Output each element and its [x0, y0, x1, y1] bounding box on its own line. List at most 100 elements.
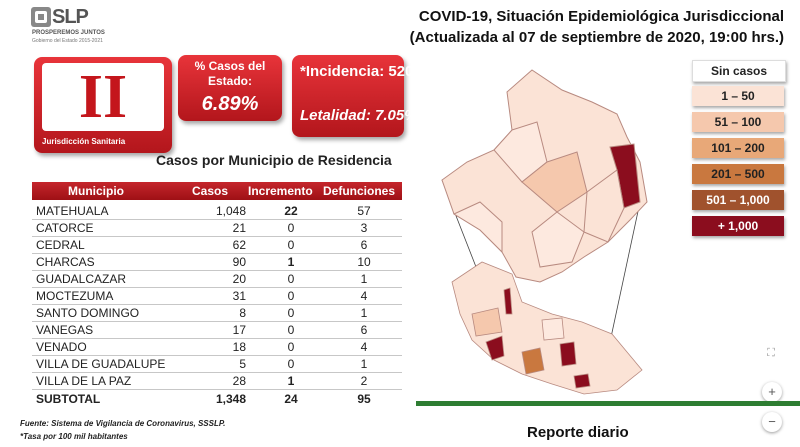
subtotal-row: SUBTOTAL 1,348 24 95 — [32, 392, 402, 406]
state-percentage-card: % Casos del Estado: 6.89% — [178, 55, 282, 121]
cell-municipio: VANEGAS — [36, 323, 94, 337]
legend-item: 101 – 200 — [692, 138, 784, 158]
cell-defunciones: 2 — [360, 374, 368, 388]
header-incremento: Incremento — [248, 184, 313, 198]
divider-line — [416, 401, 800, 406]
cell-municipio: CEDRAL — [36, 238, 85, 252]
cell-casos: 17 — [232, 323, 246, 337]
cell-municipio: SANTO DOMINGO — [36, 306, 140, 320]
cell-municipio: CHARCAS — [36, 255, 95, 269]
cell-incremento: 1 — [287, 255, 295, 269]
header-municipio: Municipio — [68, 184, 124, 198]
cell-municipio: VILLA DE GUADALUPE — [36, 357, 166, 371]
cell-defunciones: 3 — [360, 221, 368, 235]
table-row: VENADO 18 0 4 — [32, 340, 402, 356]
table-row: VILLA DE LA PAZ 28 1 2 — [32, 374, 402, 390]
map-municipality-charcas — [521, 151, 588, 213]
incidence-value: *Incidencia: 520.5 — [300, 63, 426, 80]
table-header: Municipio Casos Incremento Defunciones — [32, 182, 402, 200]
cell-defunciones: 6 — [360, 238, 368, 252]
cell-defunciones: 4 — [360, 289, 368, 303]
jurisdiction-card: II Jurisdicción Sanitaria — [34, 57, 172, 153]
rate-note: *Tasa por 100 mil habitantes — [20, 432, 128, 441]
zoom-in-button[interactable]: + — [762, 382, 782, 402]
table-row: CEDRAL 62 0 6 — [32, 238, 402, 254]
cell-municipio: VILLA DE LA PAZ — [36, 374, 132, 388]
page-subtitle: (Actualizada al 07 de septiembre de 2020… — [409, 29, 784, 46]
table-row: MATEHUALA 1,048 22 57 — [32, 204, 402, 220]
cell-casos: 21 — [232, 221, 246, 235]
map-municipality-orange — [521, 347, 545, 375]
legend-item: + 1,000 — [692, 216, 784, 236]
cell-casos: 8 — [239, 306, 246, 320]
subtotal-incremento: 24 — [284, 392, 298, 406]
state-map — [451, 261, 643, 395]
cell-casos: 31 — [232, 289, 246, 303]
cell-municipio: MATEHUALA — [36, 204, 109, 218]
cell-incremento: 0 — [287, 357, 295, 371]
table-row: VANEGAS 17 0 6 — [32, 323, 402, 339]
state-percentage-label: % Casos del Estado: — [194, 59, 266, 88]
cell-municipio: GUADALCAZAR — [36, 272, 127, 286]
lethality-value: Letalidad: 7.05% — [300, 107, 418, 124]
report-label: Reporte diario — [527, 424, 629, 441]
cell-defunciones: 1 — [360, 306, 368, 320]
map-municipality-red-1 — [503, 287, 513, 315]
cell-defunciones: 57 — [357, 204, 371, 218]
cell-municipio: MOCTEZUMA — [36, 289, 114, 303]
legend-item: 201 – 500 — [692, 164, 784, 184]
table-row: GUADALCAZAR 20 0 1 — [32, 272, 402, 288]
cell-casos: 90 — [232, 255, 246, 269]
legend-item: Sin casos — [692, 60, 786, 82]
cell-incremento: 22 — [284, 204, 298, 218]
logo-text: SLP — [52, 6, 89, 28]
source-note: Fuente: Sistema de Vigilancia de Coronav… — [20, 419, 226, 428]
map-municipality-matehuala — [609, 143, 641, 209]
cell-incremento: 0 — [287, 289, 295, 303]
jurisdiction-detail-map — [441, 69, 648, 283]
legend-item: 501 – 1,000 — [692, 190, 784, 210]
subtotal-label: SUBTOTAL — [36, 392, 101, 406]
header-casos: Casos — [192, 184, 229, 198]
slp-logo: SLP PROSPEREMOS JUNTOS Gobierno del Esta… — [30, 6, 110, 48]
cell-incremento: 0 — [287, 340, 295, 354]
table-title: Casos por Municipio de Residencia — [156, 152, 392, 168]
cell-defunciones: 10 — [357, 255, 371, 269]
cell-defunciones: 4 — [360, 340, 368, 354]
page-title: COVID-19, Situación Epidemiológica Juris… — [418, 8, 784, 25]
zoom-out-button[interactable]: − — [762, 412, 782, 432]
table-row: SANTO DOMINGO 8 0 1 — [32, 306, 402, 322]
table-row: CATORCE 21 0 3 — [32, 221, 402, 237]
logo-subtitle: PROSPEREMOS JUNTOS — [32, 30, 105, 36]
header-defunciones: Defunciones — [323, 184, 396, 198]
map-municipality-red-4 — [573, 373, 591, 389]
logo-subtitle-2: Gobierno del Estado 2015-2021 — [32, 38, 103, 44]
table-row: VILLA DE GUADALUPE 5 0 1 — [32, 357, 402, 373]
cell-municipio: CATORCE — [36, 221, 94, 235]
cell-defunciones: 1 — [360, 272, 368, 286]
cell-casos: 20 — [232, 272, 246, 286]
legend-item: 1 – 50 — [692, 86, 784, 106]
cell-casos: 1,048 — [215, 204, 246, 218]
cell-incremento: 0 — [287, 306, 295, 320]
map-municipality-red-3 — [559, 341, 577, 367]
cell-casos: 28 — [232, 374, 246, 388]
legend-item: 51 – 100 — [692, 112, 784, 132]
cell-casos: 18 — [232, 340, 246, 354]
state-percentage-value: 6.89% — [201, 93, 259, 115]
map-municipality-red-2 — [485, 335, 505, 361]
jurisdiction-number: II — [78, 63, 128, 131]
cell-incremento: 0 — [287, 221, 295, 235]
fullscreen-button[interactable]: ⛶ — [767, 347, 775, 359]
cell-casos: 62 — [232, 238, 246, 252]
cell-incremento: 1 — [287, 374, 295, 388]
subtotal-defunciones: 95 — [357, 392, 371, 406]
table-row: CHARCAS 90 1 10 — [32, 255, 402, 271]
cell-incremento: 0 — [287, 272, 295, 286]
cell-incremento: 0 — [287, 238, 295, 252]
cell-defunciones: 1 — [360, 357, 368, 371]
logo-mark-icon — [31, 7, 51, 27]
cell-defunciones: 6 — [360, 323, 368, 337]
jurisdiction-label: Jurisdicción Sanitaria — [42, 137, 126, 146]
jurisdiction-number-box: II — [42, 63, 164, 131]
